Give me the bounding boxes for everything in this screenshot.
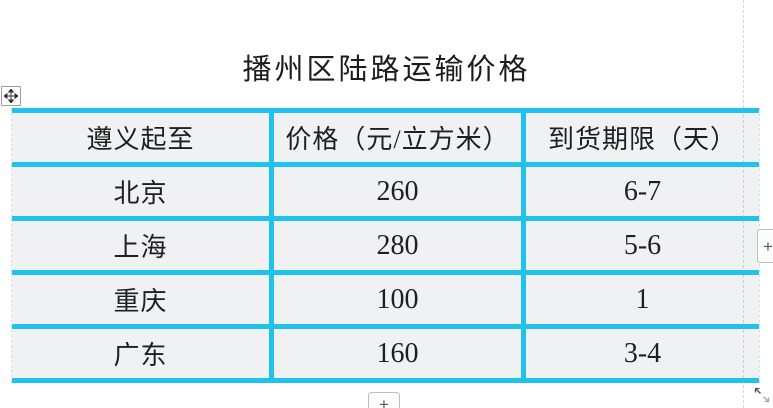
cell-days[interactable]: 1	[521, 270, 759, 324]
cell-destination[interactable]: 北京	[12, 162, 269, 216]
cell-destination[interactable]: 广东	[12, 324, 269, 383]
header-cell-price[interactable]: 价格（元/立方米）	[269, 108, 521, 162]
table-row: 北京 260 6-7	[12, 162, 759, 216]
add-row-button[interactable]: +	[368, 392, 400, 408]
price-table: 遵义起至 价格（元/立方米） 到货期限（天） 北京 260 6-7 上海 280…	[11, 108, 760, 383]
cell-destination[interactable]: 上海	[12, 216, 269, 270]
cell-days[interactable]: 5-6	[521, 216, 759, 270]
table-row: 广东 160 3-4	[12, 324, 759, 383]
header-cell-delivery[interactable]: 到货期限（天）	[521, 108, 759, 162]
cell-days[interactable]: 3-4	[521, 324, 759, 383]
cell-price[interactable]: 280	[269, 216, 521, 270]
header-cell-origin[interactable]: 遵义起至	[12, 108, 269, 162]
cell-destination[interactable]: 重庆	[12, 270, 269, 324]
table-move-handle[interactable]	[1, 86, 21, 106]
resize-diagonal-icon	[752, 385, 772, 405]
add-column-button[interactable]: +	[757, 229, 773, 263]
cell-price[interactable]: 160	[269, 324, 521, 383]
plus-icon: +	[763, 236, 773, 256]
move-icon	[4, 89, 18, 103]
cell-price[interactable]: 100	[269, 270, 521, 324]
table-row: 上海 280 5-6	[12, 216, 759, 270]
table-title: 播州区陆路运输价格	[242, 54, 531, 86]
cell-price[interactable]: 260	[269, 162, 521, 216]
plus-icon: +	[379, 395, 389, 408]
table-header-row: 遵义起至 价格（元/立方米） 到货期限（天）	[12, 108, 759, 162]
cell-days[interactable]: 6-7	[521, 162, 759, 216]
table-resize-handle[interactable]	[752, 385, 772, 405]
table-row: 重庆 100 1	[12, 270, 759, 324]
